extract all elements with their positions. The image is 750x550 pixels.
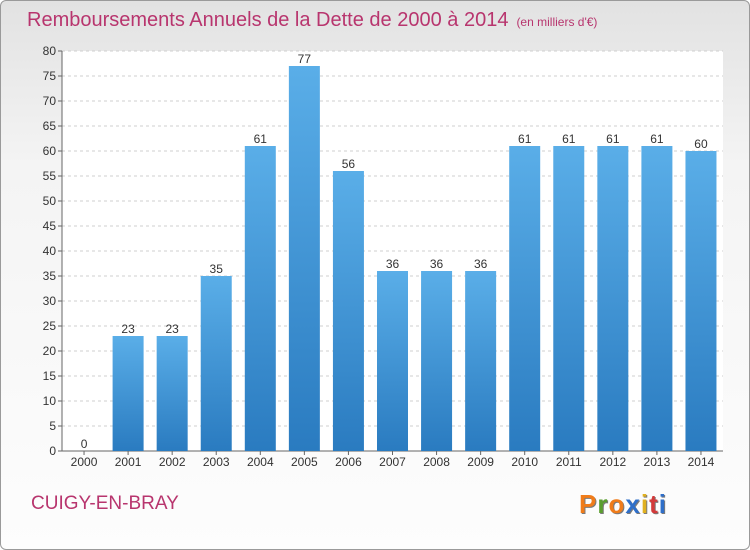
y-tick-label: 80 xyxy=(43,44,57,58)
bar xyxy=(156,336,188,451)
logo-letter: i xyxy=(640,489,650,519)
x-tick-label: 2007 xyxy=(379,455,406,469)
x-tick-label: 2006 xyxy=(335,455,362,469)
y-tick-label: 40 xyxy=(43,244,57,258)
bar xyxy=(200,276,232,451)
bar xyxy=(685,151,717,451)
bar-value-label: 23 xyxy=(121,322,135,336)
x-tick-label: 2004 xyxy=(247,455,274,469)
bar-value-label: 56 xyxy=(342,157,356,171)
chart-title-text: Remboursements Annuels de la Dette de 20… xyxy=(27,9,509,31)
city-name: CUIGY-EN-BRAY xyxy=(31,493,179,514)
y-tick-label: 5 xyxy=(49,419,56,433)
x-tick-label: 2012 xyxy=(599,455,626,469)
x-tick-label: 2008 xyxy=(423,455,450,469)
y-tick-label: 0 xyxy=(49,444,56,458)
y-tick-label: 25 xyxy=(43,319,57,333)
logo-letter: o xyxy=(608,489,626,519)
bar xyxy=(112,336,144,451)
y-tick-label: 75 xyxy=(43,69,57,83)
logo-letter: i xyxy=(658,489,667,519)
bar-value-label: 61 xyxy=(606,132,620,146)
bar-value-label: 36 xyxy=(430,257,444,271)
y-tick-label: 15 xyxy=(43,369,57,383)
bar-value-label: 35 xyxy=(210,262,224,276)
x-tick-label: 2003 xyxy=(203,455,230,469)
y-tick-label: 45 xyxy=(43,219,57,233)
bar-value-label: 23 xyxy=(165,322,179,336)
x-tick-label: 2013 xyxy=(644,455,671,469)
y-tick-label: 55 xyxy=(43,169,57,183)
x-tick-label: 2014 xyxy=(688,455,715,469)
y-tick-label: 70 xyxy=(43,94,57,108)
y-tick-label: 20 xyxy=(43,344,57,358)
bar-value-label: 0 xyxy=(81,437,88,451)
y-tick-label: 35 xyxy=(43,269,57,283)
bar xyxy=(244,146,276,451)
bar-value-label: 61 xyxy=(518,132,532,146)
bar xyxy=(465,271,497,451)
bar xyxy=(421,271,453,451)
y-tick-label: 10 xyxy=(43,394,57,408)
x-tick-label: 2005 xyxy=(291,455,318,469)
bar xyxy=(553,146,585,451)
x-tick-label: 2000 xyxy=(71,455,98,469)
bar-value-label: 61 xyxy=(650,132,664,146)
bar-value-label: 36 xyxy=(474,257,488,271)
y-tick-label: 65 xyxy=(43,119,57,133)
x-tick-label: 2011 xyxy=(556,455,582,469)
bar-value-label: 61 xyxy=(562,132,576,146)
y-tick-label: 60 xyxy=(43,144,57,158)
x-tick-label: 2009 xyxy=(467,455,494,469)
proxiti-logo: Proxiti xyxy=(579,489,667,520)
bar xyxy=(509,146,541,451)
bar xyxy=(288,66,320,451)
bar-value-label: 61 xyxy=(254,132,268,146)
bar xyxy=(597,146,629,451)
logo-letter: r xyxy=(597,489,609,519)
x-tick-label: 2010 xyxy=(511,455,538,469)
chart-title: Remboursements Annuels de la Dette de 20… xyxy=(27,9,597,32)
bar-value-label: 36 xyxy=(386,257,400,271)
bar xyxy=(332,171,364,451)
x-tick-label: 2002 xyxy=(159,455,186,469)
chart-subtitle: (en milliers d'€) xyxy=(516,15,598,29)
bar-value-label: 77 xyxy=(298,52,312,66)
y-tick-label: 50 xyxy=(43,194,57,208)
bar xyxy=(641,146,673,451)
y-tick-label: 30 xyxy=(43,294,57,308)
bar-value-label: 60 xyxy=(694,137,708,151)
bar xyxy=(377,271,408,451)
x-tick-label: 2001 xyxy=(115,455,142,469)
logo-letter: x xyxy=(625,489,641,519)
logo-letter: t xyxy=(649,489,659,519)
logo-letter: P xyxy=(579,489,598,519)
